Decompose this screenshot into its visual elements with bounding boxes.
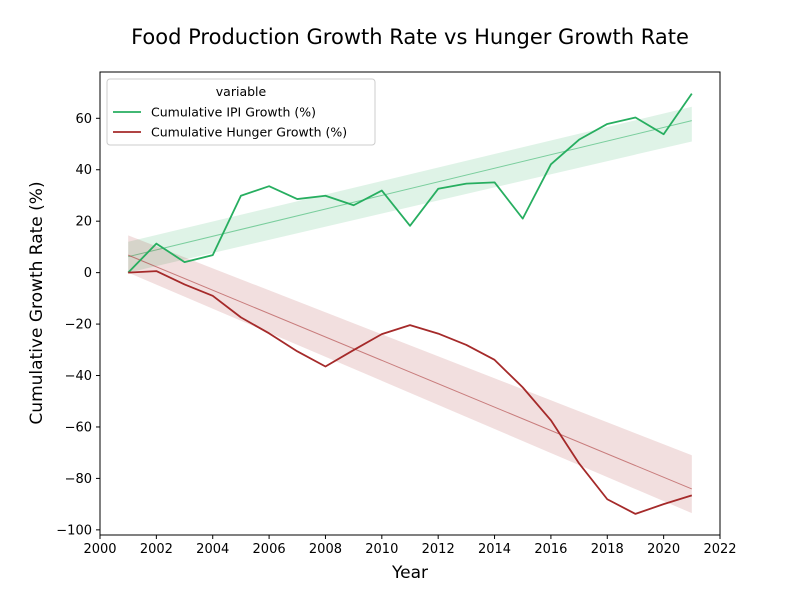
axes: 2000 2002 2004 2006 2008 2010 2012 2014 2016 2018…	[56, 112, 736, 557]
y-tick-label: 40	[75, 163, 92, 178]
x-tick-label: 2008	[309, 542, 342, 557]
legend-label-hunger: Cumulative Hunger Growth (%)	[151, 125, 347, 140]
y-tick-label: −60	[65, 420, 92, 435]
x-tick-label: 2010	[365, 542, 398, 557]
x-tick-label: 2018	[591, 542, 624, 557]
y-tick-label: 0	[84, 266, 92, 281]
x-tick-label: 2014	[478, 542, 511, 557]
y-tick-label: −100	[56, 523, 92, 538]
series-line-hunger	[128, 270, 693, 515]
legend: variable Cumulative IPI Growth (%) Cumul…	[106, 78, 376, 146]
plot-frame	[99, 71, 721, 536]
plot-area	[127, 93, 693, 515]
y-tick-label: 20	[75, 215, 92, 230]
x-tick-label: 2012	[422, 542, 455, 557]
y-axis-label: Cumulative Growth Rate (%)	[27, 181, 47, 424]
confidence-band-hunger	[128, 235, 692, 514]
series-line-ipi	[127, 93, 693, 274]
y-tick-label: 60	[75, 112, 92, 127]
legend-label-ipi: Cumulative IPI Growth (%)	[151, 105, 316, 120]
y-tick-label: −80	[65, 472, 92, 487]
x-tick-label: 2022	[703, 542, 736, 557]
y-tick-label: −20	[65, 318, 92, 333]
x-tick-label: 2016	[534, 542, 567, 557]
trend-line-hunger	[127, 254, 693, 490]
legend-title: variable	[216, 84, 267, 99]
confidence-band-ipi	[128, 106, 692, 273]
x-tick-label: 2002	[140, 542, 173, 557]
x-tick-label: 2020	[647, 542, 680, 557]
x-tick-label: 2004	[196, 542, 229, 557]
chart-title: Food Production Growth Rate vs Hunger Gr…	[131, 25, 689, 49]
legend-box	[106, 78, 376, 146]
x-tick-label: 2006	[253, 542, 286, 557]
x-tick-label: 2000	[83, 542, 116, 557]
x-axis-label: Year	[391, 563, 428, 583]
y-tick-label: −40	[65, 369, 92, 384]
